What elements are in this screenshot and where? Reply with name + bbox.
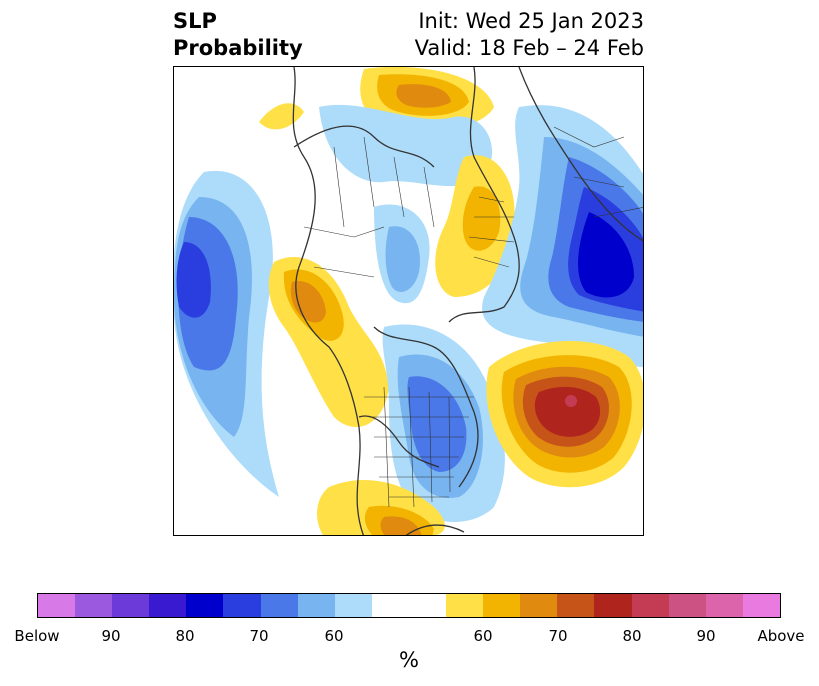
shading-layer — [174, 67, 643, 535]
valid-range: Valid: 18 Feb – 24 Feb — [414, 36, 644, 60]
colorbar-segment — [75, 594, 113, 617]
colorbar-tick-label: 70 — [548, 627, 568, 645]
colorbar-segment — [446, 594, 484, 617]
borders — [303, 126, 643, 508]
colorbar-segment — [186, 594, 224, 617]
colorbar — [37, 593, 781, 618]
colorbar-tick-label: 90 — [101, 627, 121, 645]
colorbar-segment — [668, 594, 706, 617]
colorbar-tick-label: Below — [14, 627, 60, 645]
colorbar-segment — [705, 594, 743, 617]
map-canvas — [174, 67, 643, 535]
title-type: Probability — [173, 36, 303, 60]
chart-title-left: SLP Probability — [173, 8, 303, 62]
colorbar-segment — [38, 594, 76, 617]
colorbar-segment — [594, 594, 632, 617]
colorbar-segment — [371, 594, 447, 617]
colorbar-tick-label: Above — [757, 627, 805, 645]
colorbar-tick-label: 80 — [622, 627, 642, 645]
colorbar-segment — [520, 594, 558, 617]
colorbar-segment — [223, 594, 261, 617]
colorbar-segment — [631, 594, 669, 617]
probability-map — [173, 66, 644, 536]
colorbar-unit: % — [399, 648, 419, 672]
colorbar-segment — [260, 594, 298, 617]
init-date: Init: Wed 25 Jan 2023 — [418, 9, 644, 33]
colorbar-segment — [742, 594, 780, 617]
colorbar-tick-label: 60 — [473, 627, 493, 645]
colorbar-tick-label: 60 — [324, 627, 344, 645]
colorbar-segment — [334, 594, 372, 617]
colorbar-segment — [112, 594, 150, 617]
colorbar-tick-label: 80 — [175, 627, 195, 645]
title-variable: SLP — [173, 9, 217, 33]
colorbar-segment — [297, 594, 335, 617]
coastlines — [292, 67, 643, 535]
colorbar-segment — [149, 594, 187, 617]
colorbar-segment — [483, 594, 521, 617]
colorbar-tick-label: 90 — [696, 627, 716, 645]
colorbar-segment — [557, 594, 595, 617]
colorbar-tick-label: 70 — [249, 627, 269, 645]
chart-title-right: Init: Wed 25 Jan 2023 Valid: 18 Feb – 24… — [415, 8, 644, 62]
